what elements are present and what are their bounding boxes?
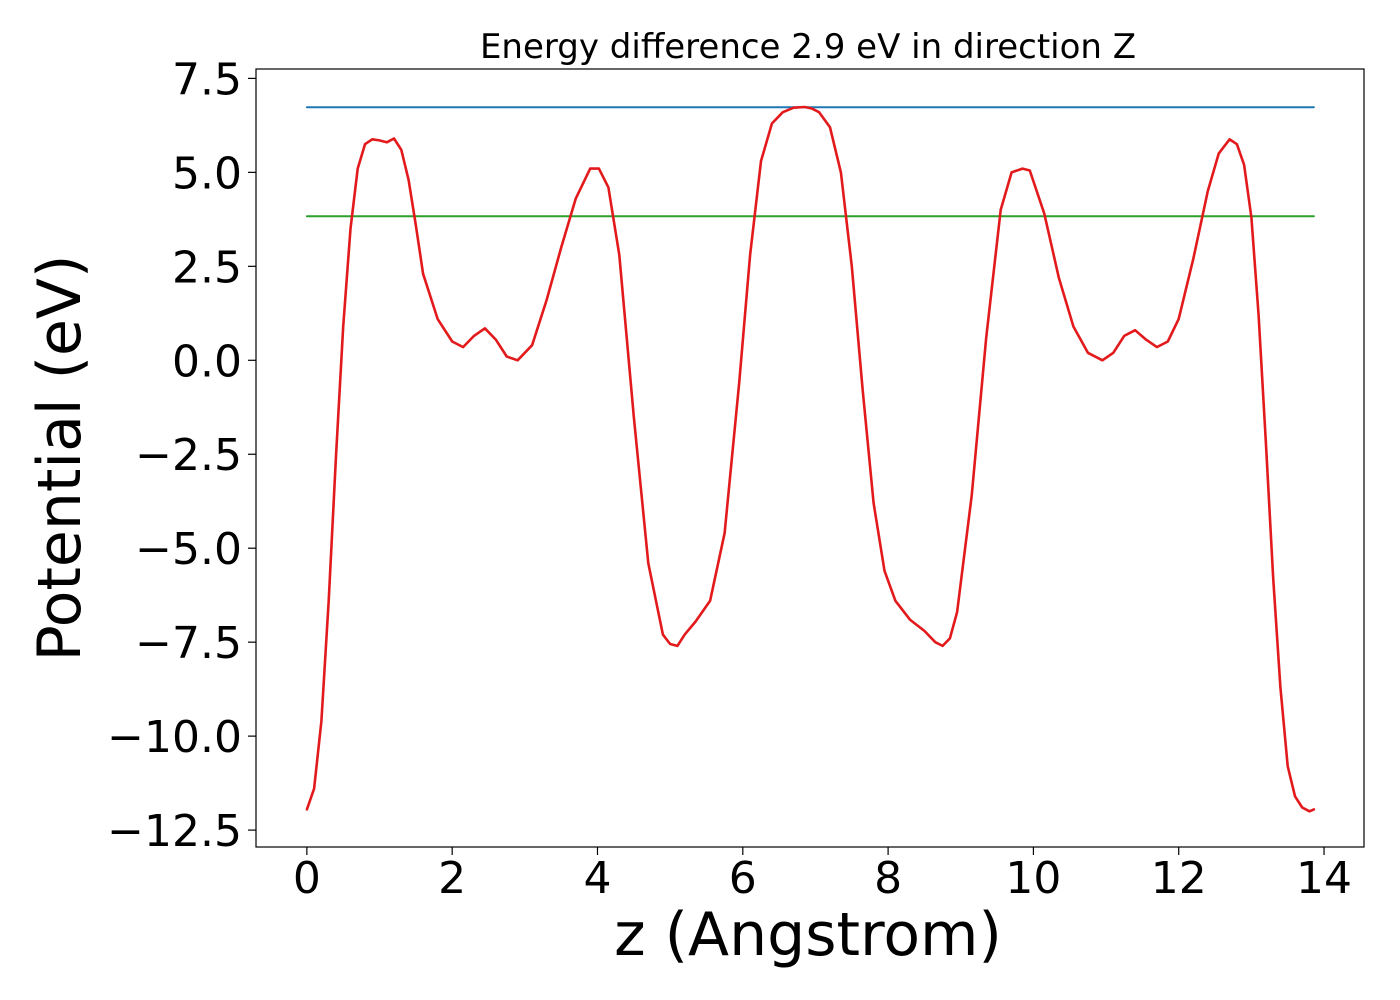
y-tick-label: −12.5 bbox=[107, 806, 242, 857]
y-tick-label: 5.0 bbox=[172, 148, 242, 199]
y-tick-label: 2.5 bbox=[172, 242, 242, 293]
plot-area bbox=[255, 68, 1365, 848]
y-tick-label: 0.0 bbox=[172, 336, 242, 387]
y-axis-label: Potential (eV) bbox=[25, 255, 95, 662]
x-tick-label: 0 bbox=[293, 853, 321, 904]
x-tick-label: 10 bbox=[1005, 853, 1061, 904]
y-tick-label: −10.0 bbox=[107, 712, 242, 763]
x-tick-label: 6 bbox=[729, 853, 757, 904]
series-layer bbox=[305, 105, 1316, 813]
chart-title: Energy difference 2.9 eV in direction Z bbox=[480, 27, 1136, 67]
x-axis-label: z (Angstrom) bbox=[614, 900, 1002, 970]
y-tick-label: 7.5 bbox=[172, 54, 242, 105]
x-tick-label: 2 bbox=[438, 853, 466, 904]
y-axis-ticks: −12.5 −10.0 −7.5 −5.0 −2.5 0.0 2.5 5.0 7.5 bbox=[107, 54, 256, 857]
series-line-2 bbox=[305, 105, 1316, 813]
x-tick-label: 14 bbox=[1296, 853, 1352, 904]
x-axis-ticks: 0 2 4 6 8 10 12 14 bbox=[293, 847, 1352, 904]
x-tick-label: 4 bbox=[583, 853, 611, 904]
y-tick-label: −2.5 bbox=[135, 430, 242, 481]
x-tick-label: 8 bbox=[874, 853, 902, 904]
y-tick-label: −7.5 bbox=[135, 618, 242, 669]
y-tick-label: −5.0 bbox=[135, 524, 242, 575]
x-tick-label: 12 bbox=[1151, 853, 1207, 904]
